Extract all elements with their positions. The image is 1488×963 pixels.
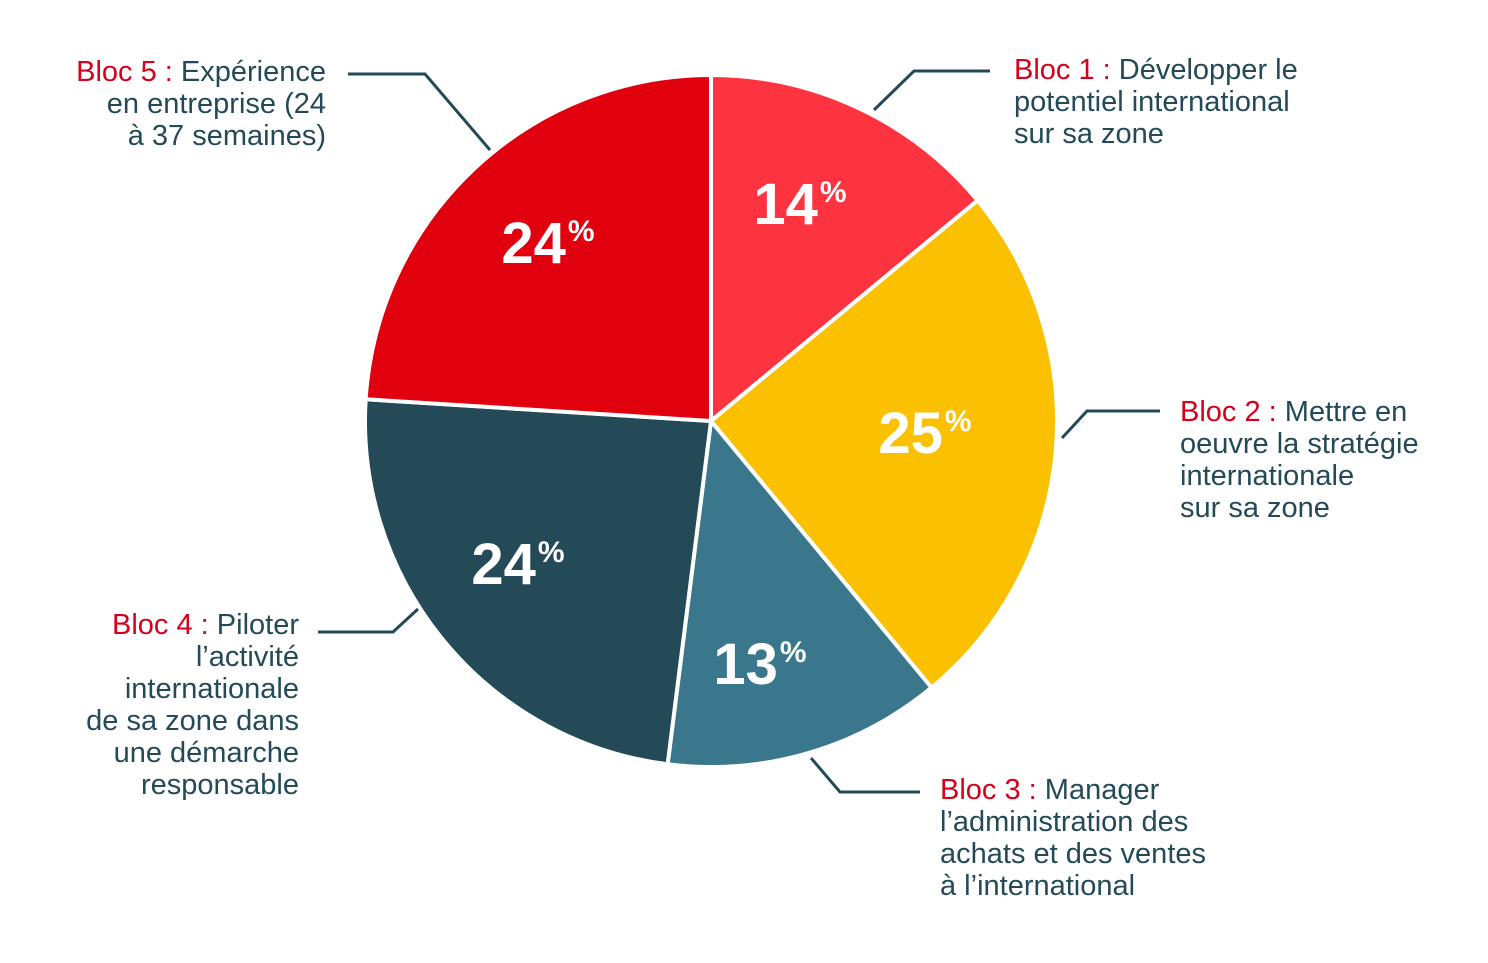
bloc-1-prefix: Bloc 1 : [1014,54,1111,86]
bloc-4-line-3: internationale [124,673,299,705]
bloc-2-line-4: sur sa zone [1180,492,1330,524]
slice-value-label-bloc-3: 13% [713,632,806,697]
pie-slice-bloc-1 [709,73,980,423]
bloc-3-line-1: Manager [1044,774,1160,806]
bloc-3-prefix: Bloc 3 : [940,774,1037,806]
slice-value-label-bloc-5: 24% [501,211,594,276]
bloc-5-prefix: Bloc 5 : [76,56,173,88]
slice-percent-sign-bloc-3: % [780,636,807,669]
slice-value-label-bloc-2: 25% [878,401,971,466]
legend-label-bloc-4: Bloc 4 : Piloter l’activité internationa… [86,609,299,801]
pie-slice-bloc-5 [363,73,713,423]
legend-label-bloc-3: Bloc 3 : Manager l’administration des ac… [940,774,1206,902]
pie-slice-bloc-3 [665,419,934,769]
bloc-2-line-3: internationale [1180,460,1355,492]
pie-slice-bloc-2 [709,198,1059,690]
bloc-4-line-4: de sa zone dans [86,705,299,737]
bloc-4-line-6: responsable [141,769,299,801]
connector-line-bloc-5 [348,72,492,151]
slice-percent-sign-bloc-4: % [538,536,565,569]
legend-label-bloc-1: Bloc 1 : Développer le potentiel interna… [1014,54,1298,150]
bloc-3-line-3: achats et des ventes [940,838,1206,870]
slice-value-label-bloc-4: 24% [471,532,564,597]
connector-line-bloc-2 [1060,409,1160,440]
bloc-1-line-3: sur sa zone [1014,118,1164,150]
slice-percent-sign-bloc-1: % [820,176,847,209]
legend-label-bloc-2: Bloc 2 : Mettre en oeuvre la stratégie i… [1180,396,1419,524]
slice-percent-sign-bloc-5: % [568,215,595,248]
bloc-4-line-2: l’activité [195,641,299,673]
bloc-3-line-2: l’administration des [940,806,1189,838]
bloc-2-prefix: Bloc 2 : [1180,396,1277,428]
bloc-1-line-2: potentiel international [1014,86,1290,118]
bloc-3-line-4: à l’international [940,870,1136,902]
bloc-4-line-5: une démarche [113,737,299,769]
connector-line-bloc-3 [809,757,920,794]
pie-slice-bloc-4 [363,397,713,767]
bloc-1-line-1: Développer le [1118,54,1298,86]
legend-label-bloc-5: Bloc 5 : Expérience en entreprise (24 à … [76,56,326,152]
bloc-2-line-2: oeuvre la stratégie [1180,428,1419,460]
connector-line-bloc-4 [318,607,420,634]
slice-percent-sign-bloc-2: % [945,405,972,438]
bloc-5-line-2: en entreprise (24 [106,88,326,120]
slice-value-label-bloc-1: 14% [753,172,846,237]
bloc-2-line-1: Mettre en [1284,396,1408,428]
connector-line-bloc-1 [872,69,990,112]
bloc-5-line-1: Expérience [180,56,326,88]
bloc-4-prefix: Bloc 4 : [112,609,209,641]
bloc-4-line-1: Piloter [216,609,299,641]
bloc-5-line-3: à 37 semaines) [127,120,326,152]
